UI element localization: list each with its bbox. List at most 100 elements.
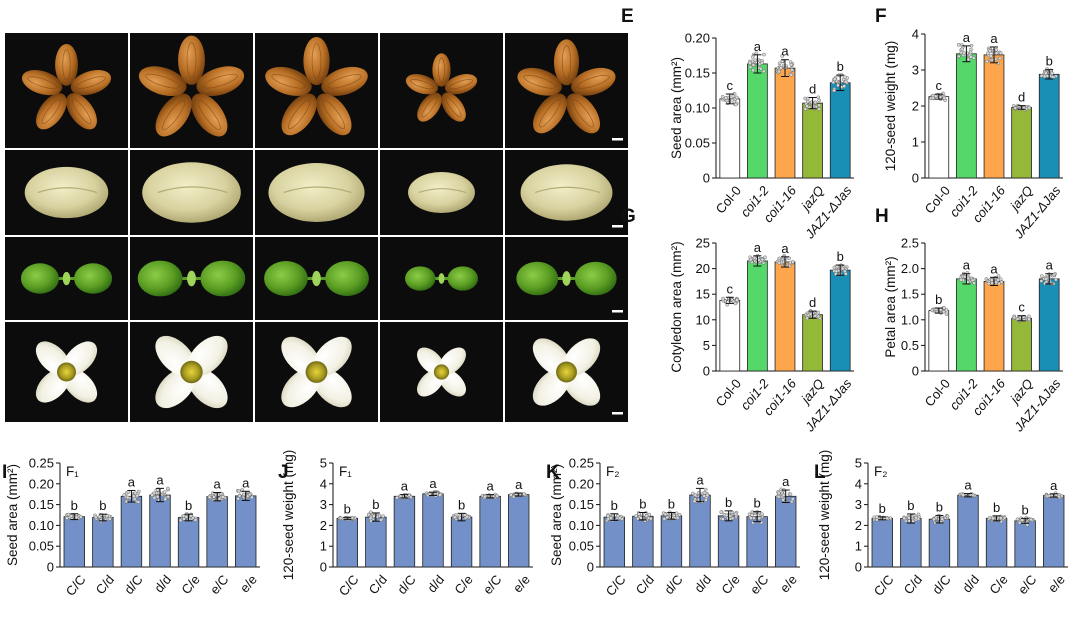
x-tick-label: e/C: [207, 572, 231, 597]
data-point: [152, 496, 157, 500]
data-point: [644, 514, 649, 518]
x-tick-label: e/e: [237, 572, 260, 595]
significance-letter: b: [611, 498, 618, 513]
y-tick-label: 0.05: [29, 539, 54, 554]
significance-letter: a: [515, 477, 523, 492]
data-point: [692, 499, 697, 504]
data-point: [193, 518, 198, 522]
embryo: [520, 164, 613, 221]
data-point: [940, 517, 944, 521]
data-point: [634, 514, 638, 518]
data-point: [720, 94, 725, 99]
bar: [603, 516, 625, 568]
significance-letter: b: [907, 498, 914, 513]
data-point: [1017, 104, 1021, 108]
data-point: [776, 494, 781, 499]
bar: [120, 495, 143, 568]
y-tick-label: 0: [912, 364, 919, 379]
panel-label: E: [621, 6, 634, 27]
data-point: [834, 269, 839, 274]
data-point: [832, 265, 837, 270]
data-point: [66, 512, 71, 517]
seedling-apex: [312, 270, 321, 287]
seed: [566, 93, 600, 134]
significance-letter: b: [993, 500, 1000, 515]
data-point: [941, 309, 946, 314]
data-point: [1027, 105, 1032, 110]
bar: [92, 517, 114, 568]
data-point: [833, 77, 837, 82]
y-tick-label: 15: [696, 287, 710, 302]
seed: [316, 93, 352, 136]
data-point: [639, 516, 643, 520]
seed-groove: [322, 99, 346, 130]
photo-panel-flower: [5, 322, 128, 422]
embryo-fold: [37, 187, 98, 194]
data-point: [212, 495, 216, 499]
significance-letter: a: [990, 31, 998, 46]
data-point: [813, 100, 818, 105]
significance-letter: a: [754, 240, 762, 255]
bar: [63, 516, 85, 568]
significance-letter: a: [1050, 478, 1058, 493]
cotyledon: [200, 260, 246, 297]
y-tick-label: 1: [855, 539, 862, 554]
data-point: [789, 73, 794, 77]
data-point: [968, 50, 973, 55]
seedling-apex: [562, 271, 571, 286]
data-point: [1054, 277, 1058, 282]
seed-groove: [62, 49, 71, 81]
data-point: [438, 493, 442, 497]
x-tick-label: e/e: [1045, 572, 1068, 595]
photo-panel-seedling: [380, 237, 503, 320]
significance-letter: b: [837, 59, 844, 74]
seed-groove: [449, 79, 474, 90]
x-tick-label: d/C: [661, 572, 685, 597]
bar: [365, 516, 387, 568]
data-point: [122, 493, 127, 497]
data-point: [368, 516, 373, 521]
y-tick-label: 0.15: [685, 66, 710, 81]
data-point: [674, 511, 679, 516]
y-tick-label: 0.20: [29, 476, 54, 491]
generation-label: F₂: [874, 464, 888, 479]
data-point: [781, 497, 785, 502]
chart-panel: I 0 0.05 0.10 0.15 0.20 0.25 Seed area (mm²) F₁ b…: [2, 456, 260, 599]
data-point: [753, 58, 758, 63]
significance-letter: c: [936, 78, 943, 93]
data-point: [509, 493, 513, 497]
data-point: [757, 516, 761, 521]
data-point: [813, 314, 818, 318]
data-point: [760, 257, 765, 262]
y-tick-label: 0.15: [569, 497, 594, 512]
significance-letter: b: [837, 249, 844, 264]
seed: [55, 43, 78, 86]
data-point: [840, 266, 845, 271]
data-point: [914, 515, 918, 520]
generation-label: F₁: [66, 464, 79, 479]
data-point: [790, 67, 794, 72]
data-point: [163, 497, 168, 502]
bar: [479, 495, 501, 568]
data-point: [649, 516, 653, 521]
panel-label: G: [621, 206, 636, 227]
x-tick-label: C/e: [451, 572, 475, 597]
data-point: [1050, 75, 1055, 79]
seed-groove: [409, 79, 434, 90]
significance-letter: a: [156, 472, 164, 487]
data-point: [1056, 494, 1061, 499]
y-tick-label: 0: [855, 560, 862, 575]
seed: [281, 93, 317, 136]
photo-background: [380, 33, 503, 148]
significance-letter: a: [696, 472, 704, 487]
cotyledon: [447, 266, 478, 291]
data-point: [609, 516, 613, 520]
photo-panel-embryo: [505, 150, 628, 235]
seed-groove: [445, 96, 462, 118]
seed: [191, 93, 228, 137]
data-point: [733, 301, 738, 306]
bar: [508, 494, 530, 568]
data-point: [986, 281, 991, 286]
data-point: [791, 260, 795, 264]
significance-letter: a: [754, 39, 762, 54]
